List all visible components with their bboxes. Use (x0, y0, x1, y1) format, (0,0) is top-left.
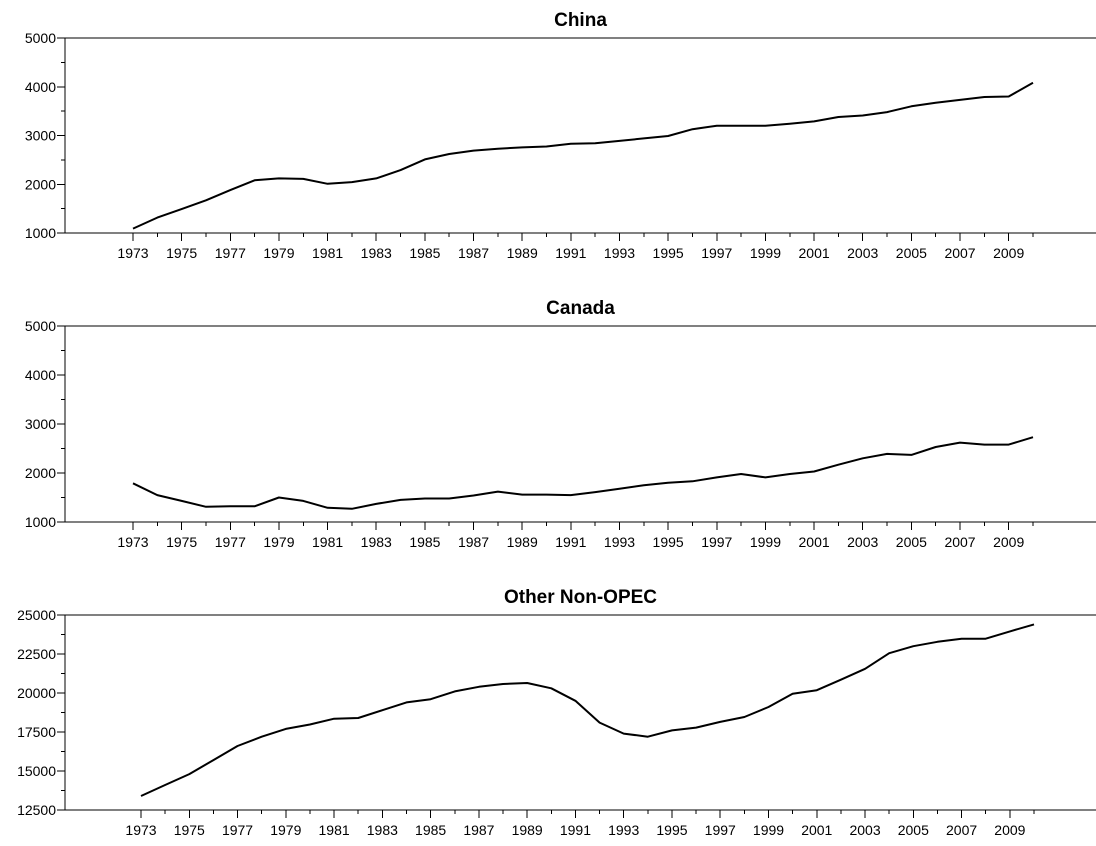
x-tick-label: 1985 (409, 245, 440, 261)
y-tick-label: 5000 (25, 318, 56, 334)
x-tick-label: 1973 (125, 822, 156, 838)
x-tick-label: 1997 (701, 245, 732, 261)
y-tick-label: 12500 (17, 802, 56, 818)
x-tick-label: 1977 (222, 822, 253, 838)
x-tick-label: 2007 (946, 822, 977, 838)
x-tick-label: 1995 (653, 245, 684, 261)
series-line (132, 436, 1034, 510)
y-tick-label: 1000 (25, 225, 56, 241)
x-tick-label: 2005 (896, 534, 927, 550)
x-tick-label: 1989 (507, 534, 538, 550)
x-tick-label: 1987 (458, 245, 489, 261)
x-tick-label: 2001 (799, 534, 830, 550)
x-tick-label: 1975 (166, 245, 197, 261)
x-tick-label: 1981 (319, 822, 350, 838)
series-line (132, 81, 1034, 230)
chart-title: China (554, 10, 607, 31)
x-tick-label: 1981 (312, 534, 343, 550)
x-tick-label: 2007 (944, 245, 975, 261)
x-tick-label: 2005 (896, 245, 927, 261)
y-tick-label: 2000 (25, 465, 56, 481)
series-line (140, 623, 1035, 797)
y-tick-label: 20000 (17, 685, 56, 701)
x-tick-label: 1993 (604, 245, 635, 261)
x-tick-label: 1991 (555, 534, 586, 550)
x-tick-label: 2009 (994, 822, 1025, 838)
x-tick-label: 1999 (753, 822, 784, 838)
y-tick-label: 15000 (17, 763, 56, 779)
y-tick-label: 17500 (17, 724, 56, 740)
other-non-opec-panel: Other Non-OPEC 12500 15000 17500 20000 22500 2… (17, 587, 1096, 838)
y-tick-label: 4000 (25, 367, 56, 383)
x-tick-label: 2009 (993, 534, 1024, 550)
x-tick-label: 1995 (656, 822, 687, 838)
x-tick-label: 2003 (847, 245, 878, 261)
x-tick-label: 1979 (263, 534, 294, 550)
chart-title: Canada (546, 298, 615, 319)
chart-title: Other Non-OPEC (504, 587, 657, 608)
x-tick-label: 2001 (801, 822, 832, 838)
x-tick-label: 1983 (361, 245, 392, 261)
x-tick-label: 2001 (799, 245, 830, 261)
x-tick-label: 1981 (312, 245, 343, 261)
y-tick-label: 25000 (17, 607, 56, 623)
x-tick-label: 1989 (507, 245, 538, 261)
y-tick-label: 3000 (25, 128, 56, 144)
y-tick-label: 22500 (17, 646, 56, 662)
x-tick-label: 1993 (604, 534, 635, 550)
x-tick-label: 1999 (750, 534, 781, 550)
x-tick-label: 1985 (415, 822, 446, 838)
x-tick-label: 2003 (849, 822, 880, 838)
x-tick-label: 1987 (458, 534, 489, 550)
canada-panel: Canada 1000 2000 3000 4000 5000 1973 1975 1977 19… (25, 298, 1096, 550)
x-tick-label: 1975 (166, 534, 197, 550)
x-tick-label: 2003 (847, 534, 878, 550)
x-tick-label: 2007 (944, 534, 975, 550)
x-tick-label: 2005 (898, 822, 929, 838)
y-tick-label: 1000 (25, 514, 56, 530)
x-tick-label: 1989 (512, 822, 543, 838)
x-tick-label: 1991 (560, 822, 591, 838)
y-tick-label: 2000 (25, 176, 56, 192)
y-tick-label: 5000 (25, 30, 56, 46)
x-tick-label: 1973 (117, 245, 148, 261)
x-tick-label: 1997 (705, 822, 736, 838)
x-tick-label: 1983 (361, 534, 392, 550)
x-tick-label: 1977 (215, 245, 246, 261)
x-tick-label: 1995 (653, 534, 684, 550)
x-tick-label: 1979 (263, 245, 294, 261)
x-tick-label: 1975 (174, 822, 205, 838)
x-tick-label: 1985 (409, 534, 440, 550)
x-tick-label: 1999 (750, 245, 781, 261)
x-tick-label: 1997 (701, 534, 732, 550)
x-tick-label: 1977 (215, 534, 246, 550)
x-tick-label: 1973 (117, 534, 148, 550)
china-panel: China 1000 2000 3000 4000 5000 1973 1975 1977 197… (25, 10, 1096, 261)
x-tick-label: 1979 (270, 822, 301, 838)
y-tick-label: 4000 (25, 79, 56, 95)
x-tick-label: 1991 (555, 245, 586, 261)
y-tick-label: 3000 (25, 416, 56, 432)
x-tick-label: 1993 (608, 822, 639, 838)
x-tick-label: 2009 (993, 245, 1024, 261)
x-tick-label: 1983 (367, 822, 398, 838)
x-tick-label: 1987 (463, 822, 494, 838)
